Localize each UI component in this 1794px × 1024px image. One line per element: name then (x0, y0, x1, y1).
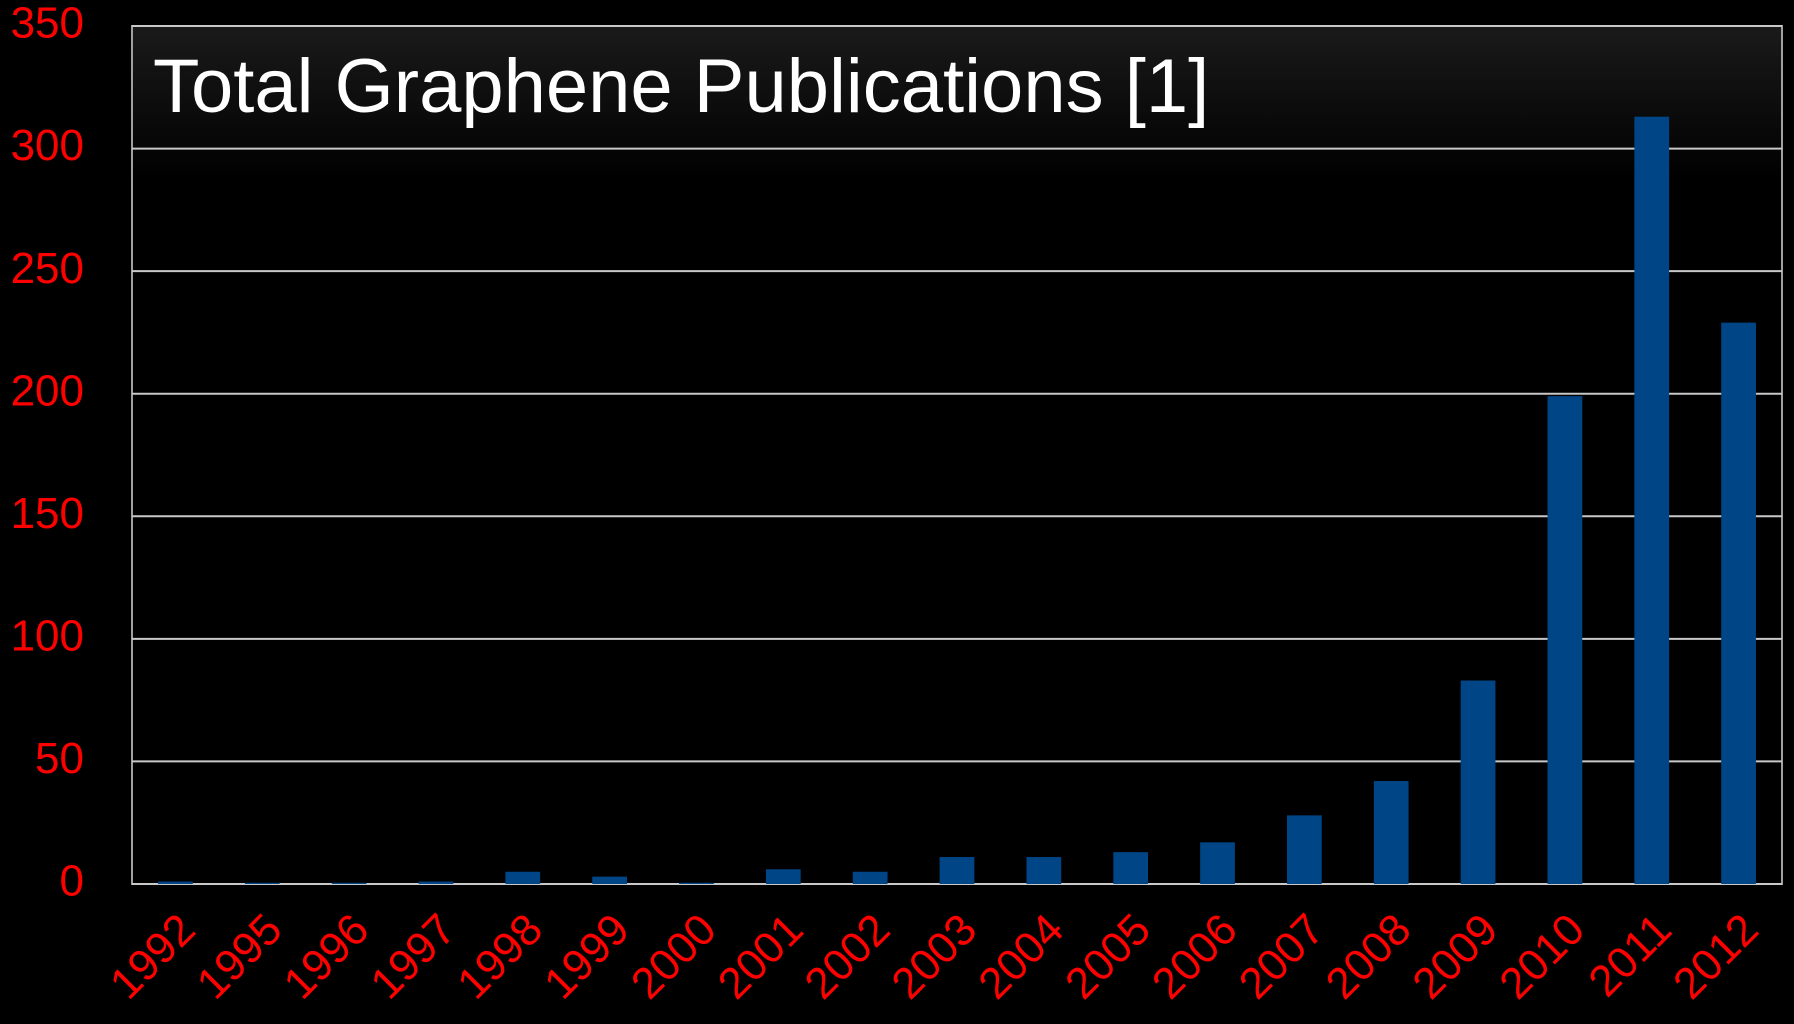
bar (1634, 116, 1670, 884)
bar (1721, 322, 1756, 884)
bar (852, 871, 888, 884)
bar (1287, 815, 1322, 884)
y-tick-label: 0 (60, 857, 84, 906)
bar (505, 871, 541, 884)
bar (1026, 857, 1062, 884)
y-tick-label: 50 (35, 734, 84, 783)
bars (158, 116, 1756, 884)
y-tick-label: 150 (11, 489, 84, 538)
bar (418, 881, 454, 884)
bar (1460, 680, 1496, 884)
chart-title: Total Graphene Publications [1] (153, 44, 1209, 129)
y-tick-label: 250 (11, 244, 84, 293)
bar (679, 882, 714, 884)
bar (592, 876, 627, 884)
bar (1373, 781, 1409, 884)
y-tick-label: 350 (11, 0, 84, 48)
bar (331, 882, 367, 884)
plot-area (131, 25, 1783, 885)
bar (939, 857, 975, 884)
bar (1113, 852, 1149, 884)
bar (244, 882, 280, 884)
bar (1200, 842, 1235, 884)
y-tick-label: 300 (11, 121, 84, 170)
bar (765, 869, 801, 884)
grid (132, 25, 1782, 885)
y-tick-label: 200 (11, 366, 84, 415)
y-tick-label: 100 (11, 611, 84, 660)
bar (158, 881, 193, 884)
bar (1547, 396, 1583, 884)
